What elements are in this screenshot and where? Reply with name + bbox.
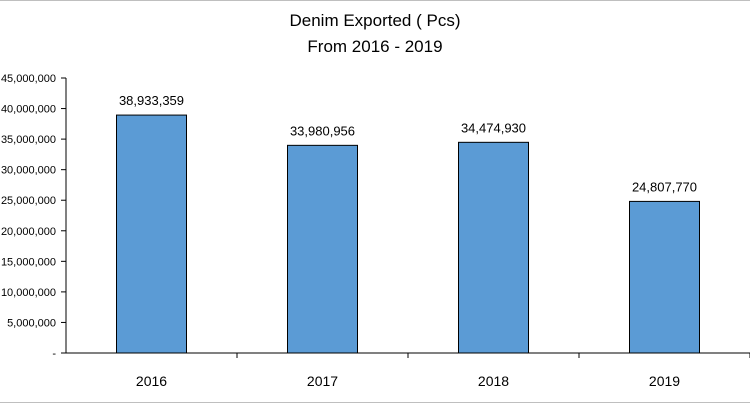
chart-subtitle: From 2016 - 2019 [307, 37, 443, 56]
y-tick-label: - [52, 348, 56, 360]
y-tick-label: 30,000,000 [1, 165, 56, 177]
data-label-2018: 34,474,930 [461, 120, 526, 135]
category-label-2018: 2018 [478, 373, 509, 389]
bar-2017 [287, 144, 358, 354]
y-tick-label: 25,000,000 [1, 195, 56, 207]
bar-2016 [116, 114, 187, 354]
data-label-2016: 38,933,359 [119, 93, 184, 108]
bar-2019 [629, 200, 700, 354]
y-tick-label: 10,000,000 [1, 287, 56, 299]
category-label-2017: 2017 [307, 373, 338, 389]
y-tick-label: 40,000,000 [1, 104, 56, 116]
chart-title: Denim Exported ( Pcs) [289, 11, 461, 30]
y-tick-label: 35,000,000 [1, 134, 56, 146]
category-label-2019: 2019 [649, 373, 680, 389]
category-label-2016: 2016 [136, 373, 167, 389]
data-label-2017: 33,980,956 [290, 123, 355, 138]
y-tick-label: 15,000,000 [1, 256, 56, 268]
y-tick-label: 20,000,000 [1, 226, 56, 238]
y-tick-label: 5,000,000 [7, 317, 56, 329]
data-label-2019: 24,807,770 [632, 179, 697, 194]
y-tick-label: 45,000,000 [1, 73, 56, 85]
bar-2018 [458, 141, 529, 354]
